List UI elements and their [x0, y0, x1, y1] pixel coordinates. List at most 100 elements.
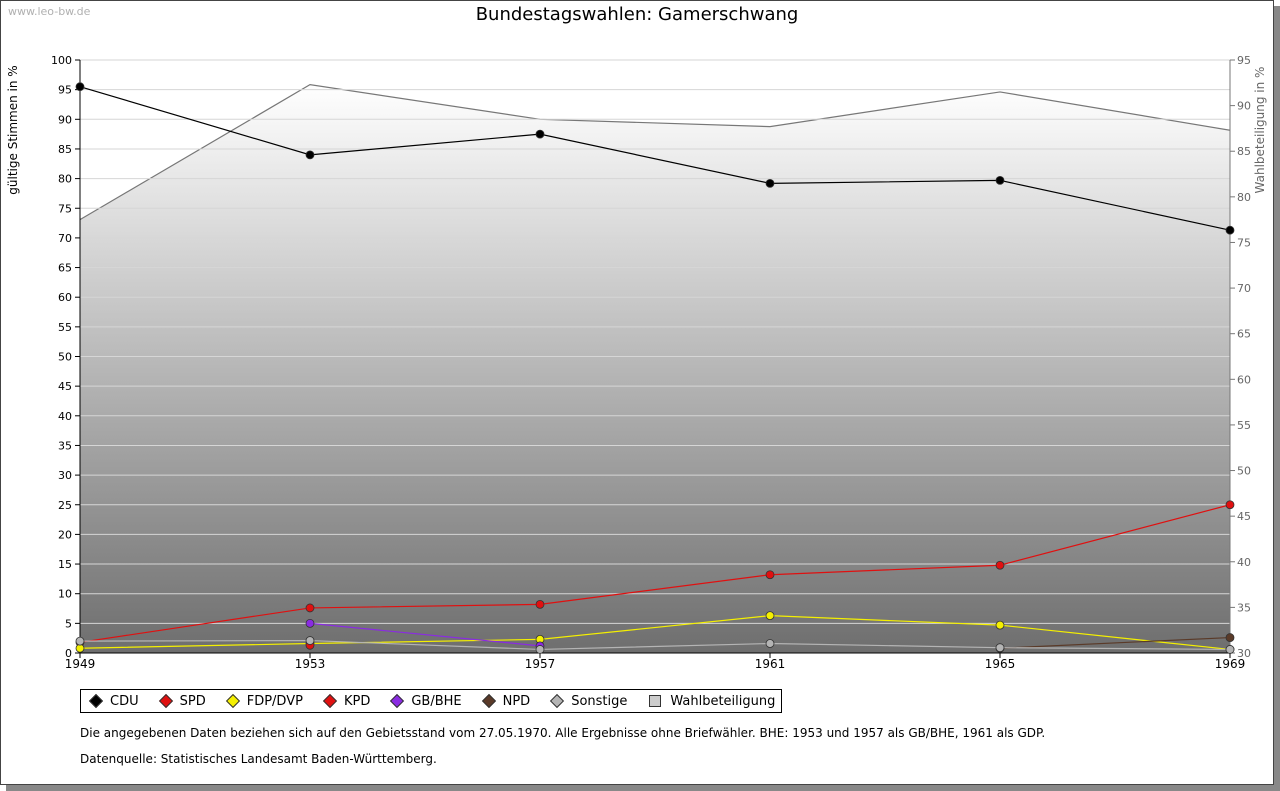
legend-label: NPD — [502, 693, 531, 709]
y-tick-label: 65 — [58, 262, 72, 275]
legend-item-fdp-dvp: FDP/DVP — [222, 694, 303, 709]
y2-tick-label: 40 — [1237, 556, 1251, 569]
y2-tick-label: 30 — [1237, 647, 1251, 660]
y-tick-label: 55 — [58, 321, 72, 334]
point-spd — [765, 570, 775, 580]
point-spd — [1225, 500, 1235, 510]
y2-tick-label: 55 — [1237, 419, 1251, 432]
legend-item-npd: NPD — [478, 693, 531, 709]
legend-marker-gb-bhe — [390, 693, 405, 709]
y2-tick-label: 50 — [1237, 465, 1251, 478]
y-tick-label: 80 — [58, 173, 72, 186]
y-tick-label: 85 — [58, 143, 72, 156]
line-gb-bhe — [309, 622, 541, 647]
y-tick-label: 90 — [58, 113, 72, 126]
data-source: Datenquelle: Statistisches Landesamt Bad… — [80, 752, 437, 766]
y-tick-label: 10 — [58, 588, 72, 601]
y-tick-label: 35 — [58, 439, 72, 452]
frame-shadow-right — [1274, 6, 1280, 791]
legend-label: Sonstige — [571, 693, 628, 709]
y2-tick-label: 90 — [1237, 100, 1251, 113]
legend-label: GB/BHE — [411, 693, 462, 709]
point-sonstige — [765, 639, 775, 648]
x-tick-label: 1969 — [1215, 657, 1246, 671]
y-axis-title: gültige Stimmen in % — [6, 65, 20, 194]
legend-item-cdu: CDU — [85, 694, 139, 709]
point-spd — [305, 603, 315, 613]
legend-item-wahlbeteiligung: Wahlbeteiligung — [643, 694, 775, 709]
y2-axis-title: Wahlbeteiligung in % — [1253, 67, 1267, 194]
y2-tick-label: 85 — [1237, 145, 1251, 158]
point-gb-bhe — [305, 618, 315, 628]
chart-title: Bundestagswahlen: Gamerschwang — [475, 4, 799, 25]
legend-item-spd: SPD — [155, 694, 206, 709]
legend-label: FDP/DVP — [246, 693, 303, 709]
x-tick-label: 1957 — [525, 657, 556, 671]
point-npd — [1225, 633, 1235, 642]
point-cdu — [1225, 225, 1235, 235]
legend-marker-wahlbeteiligung — [649, 695, 662, 707]
point-sonstige — [535, 645, 545, 654]
legend-label: SPD — [179, 693, 206, 709]
point-cdu — [995, 175, 1005, 185]
y-tick-label: 25 — [58, 499, 72, 512]
legend-marker-cdu — [88, 693, 104, 709]
y-tick-label: 0 — [65, 647, 72, 660]
y-tick-label: 20 — [58, 528, 72, 541]
y2-tick-label: 70 — [1237, 282, 1251, 295]
y-tick-label: 95 — [58, 84, 72, 97]
point-fdp-dvp — [995, 620, 1005, 630]
frame-shadow-bottom — [6, 785, 1280, 791]
line-spd — [79, 504, 1231, 643]
chart-legend: CDU SPD FDP/DVP KPD GB/BHE NPD Sonstige Wahlbet… — [80, 689, 783, 713]
x-tick-label: 1965 — [985, 657, 1016, 671]
line-wahlbeteiligung — [79, 84, 1231, 221]
y2-tick-label: 60 — [1237, 373, 1251, 386]
y2-tick-label: 95 — [1237, 54, 1251, 67]
legend-label: Wahlbeteiligung — [670, 693, 776, 709]
chart-plot: 0 5 10 15 20 25 30 35 40 45 50 55 60 65 70 75 80 85 90 95 10… — [6, 54, 1267, 671]
watermark: www.leo-bw.de — [8, 5, 91, 18]
legend-marker-spd — [158, 693, 173, 709]
data-note: Die angegebenen Daten beziehen sich auf … — [80, 726, 1046, 740]
y-tick-label: 15 — [58, 558, 72, 571]
point-cdu — [305, 150, 315, 160]
point-sonstige — [75, 636, 85, 646]
y2-tick-label: 80 — [1237, 191, 1251, 204]
y2-tick-label: 75 — [1237, 236, 1251, 249]
y-tick-label: 5 — [65, 617, 72, 630]
point-sonstige — [995, 643, 1005, 653]
point-sonstige — [1225, 645, 1235, 654]
point-fdp-dvp — [765, 611, 775, 621]
y-tick-label: 45 — [58, 380, 72, 393]
point-cdu — [75, 82, 85, 92]
legend-item-kpd: KPD — [319, 694, 370, 709]
y-tick-label: 70 — [58, 232, 72, 245]
y2-tick-label: 65 — [1237, 328, 1251, 341]
legend-marker-npd — [481, 693, 496, 709]
legend-item-gb-bhe: GB/BHE — [386, 693, 462, 709]
y2-tick-label: 45 — [1237, 510, 1251, 523]
legend-marker-sonstige — [550, 693, 565, 709]
legend-label: KPD — [343, 693, 371, 709]
point-cdu — [535, 129, 545, 139]
x-tick-label: 1949 — [65, 657, 96, 671]
area-wahlbeteiligung — [80, 84, 1230, 653]
legend-item-sonstige: Sonstige — [546, 694, 627, 709]
x-tick-label: 1961 — [755, 657, 786, 671]
y-tick-label: 40 — [58, 410, 72, 423]
y-tick-label: 30 — [58, 469, 72, 482]
line-cdu — [79, 86, 1231, 231]
legend-marker-kpd — [322, 693, 338, 709]
point-sonstige — [305, 636, 315, 645]
line-sonstige — [79, 639, 1231, 651]
point-spd — [995, 560, 1005, 570]
y-tick-label: 60 — [58, 291, 72, 304]
y2-tick-label: 35 — [1237, 601, 1251, 614]
line-fdp-dvp — [79, 615, 1231, 651]
line-npd — [999, 636, 1231, 649]
legend-marker-fdp-dvp — [225, 693, 240, 709]
point-spd — [535, 599, 545, 609]
y-tick-label: 100 — [51, 54, 72, 67]
x-tick-label: 1953 — [295, 657, 326, 671]
